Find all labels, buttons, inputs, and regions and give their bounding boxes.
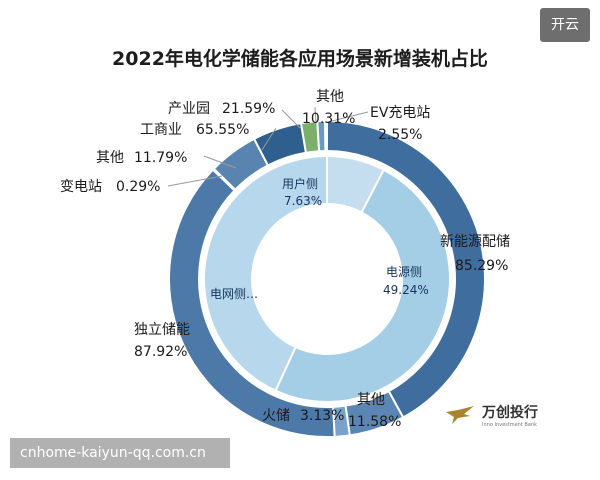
label-gongshangye: 工商业	[140, 122, 182, 138]
label-ev: EV充电站	[370, 105, 430, 121]
label-dianyuance: 电源侧	[386, 265, 422, 279]
logo-subtitle: Inno Investment Bank	[482, 422, 537, 428]
outer-slice-9	[324, 119, 328, 153]
badge-button[interactable]: 开云	[540, 8, 590, 42]
label-duli: 独立储能	[134, 322, 190, 338]
watermark: cnhome-kaiyun-qq.com.cn	[10, 438, 230, 468]
leader-line-4	[314, 106, 317, 123]
outer-ring	[168, 119, 486, 438]
label-dianwangce: 电网侧…	[210, 287, 258, 301]
leader-line-5	[327, 111, 369, 123]
leader-line-1	[203, 155, 237, 169]
label-chanyeyuan: 产业园	[168, 101, 210, 117]
inner-slice-2	[203, 154, 328, 393]
label-other-source: 其他	[357, 392, 385, 408]
label-other-user: 其他	[316, 89, 344, 105]
pct-other-grid: 11.79%	[134, 150, 187, 166]
pct-gongshangye: 65.55%	[196, 122, 249, 138]
pct-duli: 87.92%	[134, 344, 187, 360]
label-xinnengyuan: 新能源配储	[440, 234, 510, 250]
label-biandianzhan: 变电站	[60, 179, 102, 195]
leader-lines	[167, 106, 369, 187]
eagle-icon	[446, 406, 474, 424]
inner-ring	[203, 154, 451, 403]
leader-line-3	[281, 109, 301, 129]
label-other-grid: 其他	[96, 150, 124, 166]
pct-xinnengyuan: 85.29%	[455, 258, 508, 274]
pct-chanyeyuan: 21.59%	[222, 101, 275, 117]
leader-line-2	[261, 127, 277, 151]
pct-yonghuce: 7.63%	[284, 194, 322, 208]
brand-logo: 万创投行 Inno Investment Bank	[444, 400, 554, 434]
pct-other-user: 10.31%	[302, 111, 355, 127]
logo-name: 万创投行	[482, 405, 538, 421]
pct-other-source: 11.58%	[348, 414, 401, 430]
inner-slice-1	[274, 168, 451, 403]
pct-dianyuance: 49.24%	[383, 283, 429, 297]
pct-biandianzhan: 0.29%	[116, 179, 160, 195]
label-huochu: 火储	[262, 408, 290, 424]
chart-title: 2022年电化学储能各应用场景新增装机占比	[112, 48, 488, 70]
leader-line-0	[167, 175, 223, 187]
pct-huochu: 3.13%	[300, 408, 344, 424]
pct-ev: 2.55%	[378, 127, 422, 143]
label-yonghuce: 用户侧	[282, 176, 318, 191]
